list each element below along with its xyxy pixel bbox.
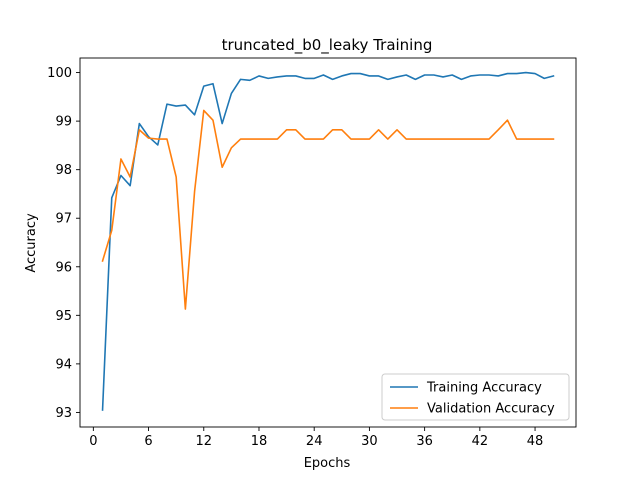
chart-title: truncated_b0_leaky Training: [222, 36, 433, 55]
y-tick-label: 97: [55, 212, 72, 227]
series-layer: [101, 71, 555, 411]
axes-frame: [79, 57, 577, 428]
x-tick-label: 12: [195, 434, 212, 449]
x-tick-label: 36: [416, 434, 433, 449]
plot-background: [80, 58, 576, 427]
y-tick-label: 96: [55, 260, 72, 275]
axes-layer: 0 6 12 18 24 30 36 42 48 93 94 95 96 97 98 99 100: [47, 57, 577, 449]
x-tick-label: 18: [251, 434, 268, 449]
legend-label: Training Accuracy: [426, 381, 542, 396]
x-tick-label: 42: [472, 434, 489, 449]
plot-area: [80, 58, 576, 427]
y-tick-label: 93: [55, 406, 72, 421]
y-axis-label: Accuracy: [24, 213, 39, 273]
x-tick-label: 6: [144, 434, 152, 449]
y-tick-label: 100: [47, 66, 72, 81]
y-tick-label: 99: [55, 115, 72, 130]
y-tick-label: 94: [55, 357, 72, 372]
x-tick-label: 0: [89, 434, 97, 449]
x-tick-label: 30: [361, 434, 378, 449]
x-tick-label: 48: [527, 434, 544, 449]
legend-box: [381, 373, 570, 421]
y-tick-label: 95: [55, 309, 72, 324]
legend: Training Accuracy Validation Accuracy: [381, 373, 570, 421]
series-line-training: [101, 71, 555, 411]
x-axis-label: Epochs: [304, 456, 351, 471]
x-tick-label: 24: [306, 434, 323, 449]
legend-label: Validation Accuracy: [427, 402, 555, 417]
series-line-validation: [101, 109, 555, 310]
y-tick-label: 98: [55, 163, 72, 178]
